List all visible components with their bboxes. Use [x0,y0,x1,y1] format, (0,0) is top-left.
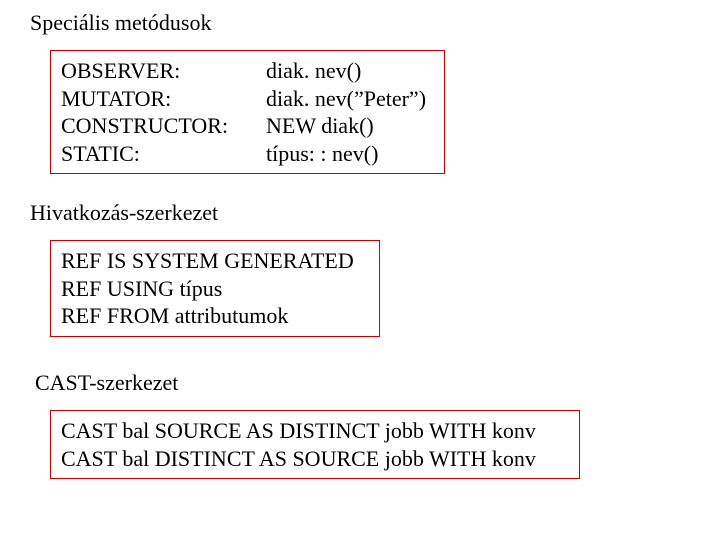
section1-box: OBSERVER: MUTATOR: CONSTRUCTOR: STATIC: … [50,50,445,174]
s1-left-2: CONSTRUCTOR: [61,112,266,140]
s2-line-0: REF IS SYSTEM GENERATED [61,247,369,275]
s1-left-0: OBSERVER: [61,57,266,85]
s1-right-0: diak. nev() [266,57,426,85]
section2-box: REF IS SYSTEM GENERATED REF USING típus … [50,240,380,337]
section2-heading: Hivatkozás-szerkezet [30,200,218,226]
s3-line-1: CAST bal DISTINCT AS SOURCE jobb WITH ko… [61,445,569,473]
s3-line-0: CAST bal SOURCE AS DISTINCT jobb WITH ko… [61,417,569,445]
s2-line-1: REF USING típus [61,275,369,303]
s1-left-3: STATIC: [61,140,266,168]
s1-left-1: MUTATOR: [61,85,266,113]
s1-right-3: típus: : nev() [266,140,426,168]
s2-line-2: REF FROM attributumok [61,302,369,330]
section1-left-col: OBSERVER: MUTATOR: CONSTRUCTOR: STATIC: [61,57,266,167]
section3-box: CAST bal SOURCE AS DISTINCT jobb WITH ko… [50,410,580,479]
section1-right-col: diak. nev() diak. nev(”Peter”) NEW diak(… [266,57,426,167]
section3-heading: CAST-szerkezet [35,370,178,396]
s1-right-1: diak. nev(”Peter”) [266,85,426,113]
section1-heading: Speciális metódusok [30,10,211,36]
s1-right-2: NEW diak() [266,112,426,140]
